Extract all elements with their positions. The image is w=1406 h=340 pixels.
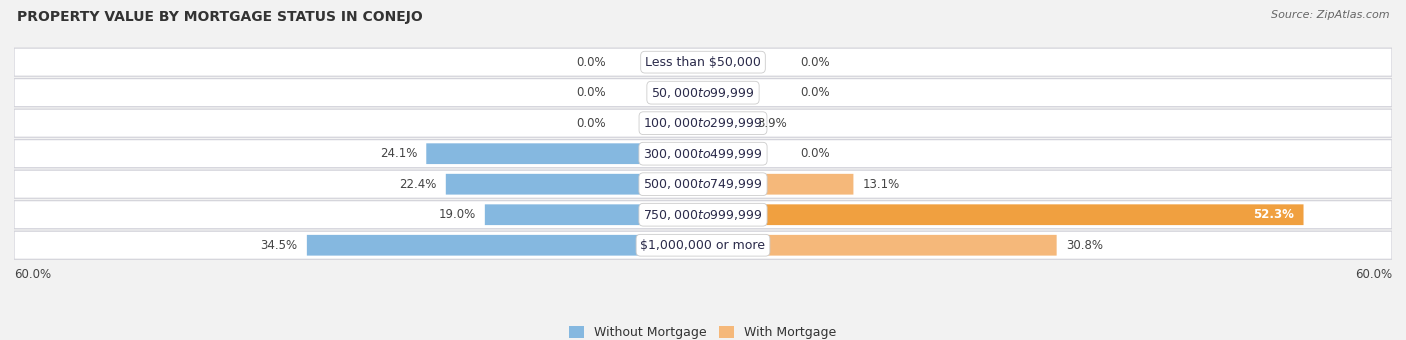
FancyBboxPatch shape bbox=[14, 170, 1392, 198]
Text: 0.0%: 0.0% bbox=[576, 86, 606, 99]
Text: 19.0%: 19.0% bbox=[439, 208, 475, 221]
Text: $1,000,000 or more: $1,000,000 or more bbox=[641, 239, 765, 252]
Text: 24.1%: 24.1% bbox=[380, 147, 418, 160]
FancyBboxPatch shape bbox=[14, 140, 1392, 168]
FancyBboxPatch shape bbox=[14, 79, 1392, 107]
Text: 0.0%: 0.0% bbox=[800, 56, 830, 69]
Text: Less than $50,000: Less than $50,000 bbox=[645, 56, 761, 69]
Text: $100,000 to $299,999: $100,000 to $299,999 bbox=[644, 116, 762, 130]
Text: 30.8%: 30.8% bbox=[1066, 239, 1102, 252]
Text: 60.0%: 60.0% bbox=[1355, 268, 1392, 281]
FancyBboxPatch shape bbox=[14, 109, 1392, 137]
FancyBboxPatch shape bbox=[426, 143, 703, 164]
Text: PROPERTY VALUE BY MORTGAGE STATUS IN CONEJO: PROPERTY VALUE BY MORTGAGE STATUS IN CON… bbox=[17, 10, 423, 24]
FancyBboxPatch shape bbox=[703, 174, 853, 194]
Text: 0.0%: 0.0% bbox=[576, 117, 606, 130]
Text: $750,000 to $999,999: $750,000 to $999,999 bbox=[644, 208, 762, 222]
Text: 22.4%: 22.4% bbox=[399, 178, 437, 191]
Text: 0.0%: 0.0% bbox=[800, 86, 830, 99]
Text: 0.0%: 0.0% bbox=[576, 56, 606, 69]
FancyBboxPatch shape bbox=[14, 231, 1392, 259]
FancyBboxPatch shape bbox=[485, 204, 703, 225]
Legend: Without Mortgage, With Mortgage: Without Mortgage, With Mortgage bbox=[569, 326, 837, 339]
FancyBboxPatch shape bbox=[703, 113, 748, 134]
FancyBboxPatch shape bbox=[446, 174, 703, 194]
Text: 60.0%: 60.0% bbox=[14, 268, 51, 281]
FancyBboxPatch shape bbox=[703, 235, 1057, 256]
FancyBboxPatch shape bbox=[703, 204, 1303, 225]
Text: $50,000 to $99,999: $50,000 to $99,999 bbox=[651, 86, 755, 100]
Text: $500,000 to $749,999: $500,000 to $749,999 bbox=[644, 177, 762, 191]
Text: 34.5%: 34.5% bbox=[260, 239, 298, 252]
Text: 3.9%: 3.9% bbox=[756, 117, 787, 130]
FancyBboxPatch shape bbox=[307, 235, 703, 256]
FancyBboxPatch shape bbox=[14, 48, 1392, 76]
Text: 0.0%: 0.0% bbox=[800, 147, 830, 160]
Text: 13.1%: 13.1% bbox=[863, 178, 900, 191]
Text: 52.3%: 52.3% bbox=[1254, 208, 1295, 221]
Text: Source: ZipAtlas.com: Source: ZipAtlas.com bbox=[1271, 10, 1389, 20]
Text: $300,000 to $499,999: $300,000 to $499,999 bbox=[644, 147, 762, 161]
FancyBboxPatch shape bbox=[14, 201, 1392, 229]
